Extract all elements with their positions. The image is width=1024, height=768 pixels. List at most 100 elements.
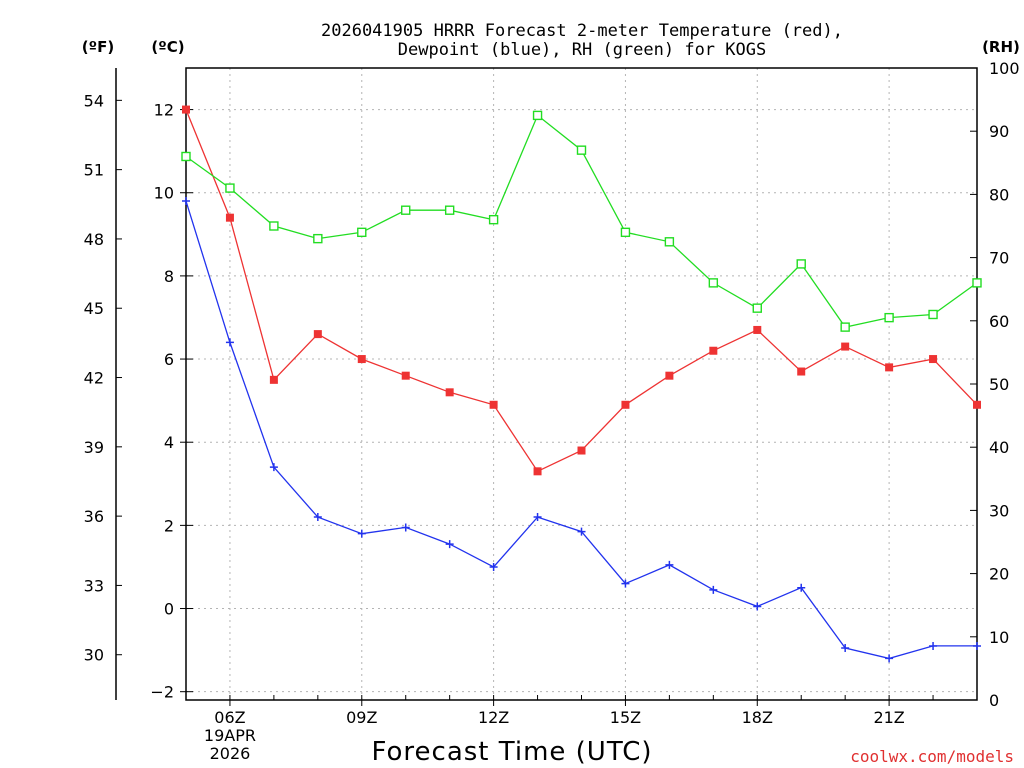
dewpoint-point [577,527,586,536]
rh-tick-label: 70 [989,249,1009,268]
rh-unit-label: (RH) [982,38,1020,56]
rh-point [884,312,894,323]
x-axis-label: Forecast Time (UTC) [371,737,652,767]
temperature-point [621,400,630,409]
dewpoint-point [885,654,894,663]
fahrenheit-tick-label: 39 [84,438,104,457]
rh-point [225,183,235,193]
celsius-unit-label: (ºC) [151,38,184,56]
rh-tick-label: 30 [989,501,1009,520]
dewpoint-point [753,602,762,611]
fahrenheit-unit-label: (ºF) [82,38,114,56]
celsius-tick-label: 6 [164,350,174,369]
celsius-tick-label: 4 [164,433,174,452]
dewpoint-point [401,523,410,532]
x-tick-label: 21Z [873,708,904,727]
rh-point [181,151,191,162]
x-tick-label: 15Z [610,708,641,727]
temperature-point [665,371,674,380]
rh-tick-label: 10 [989,628,1009,647]
dewpoint-point [533,513,542,522]
rh-point [752,303,762,313]
rh-tick-label: 60 [989,312,1009,331]
rh-point [664,237,675,247]
dewpoint-point [225,338,234,347]
x-tick-label: 09Z [346,708,377,727]
temperature-point [753,325,762,334]
temperature-point [489,400,498,409]
temperature-point [709,346,718,355]
grid [186,68,977,700]
temperature-point [841,342,850,351]
temperature-point [445,388,454,397]
rh-point [444,205,455,215]
celsius-tick-label: −2 [150,683,174,702]
dewpoint-point [445,540,454,549]
rh-point [269,221,279,231]
temperature-point [269,375,278,384]
temperature-point [182,105,190,114]
temperature-series-line [185,109,978,473]
rh-tick-label: 80 [989,185,1009,204]
fahrenheit-tick-label: 42 [84,369,104,388]
temperature-point [533,467,542,476]
rh-point [620,227,631,238]
dewpoint-point [313,513,322,522]
celsius-tick-label: 10 [154,184,174,203]
dewpoint-point [973,641,981,650]
rh-point [708,278,719,288]
temperature-point [313,330,322,339]
fahrenheit-tick-label: 45 [84,299,104,318]
series-layer [181,105,982,663]
dewpoint-point [841,644,850,653]
x-tick-label: 18Z [742,708,773,727]
dewpoint-point [182,197,190,206]
rh-point [532,110,543,121]
temperature-point [797,367,806,376]
dewpoint-point [269,463,278,472]
chart-title-line1: 2026041905 HRRR Forecast 2-meter Tempera… [321,21,843,41]
dewpoint-point [797,583,806,592]
chart-title-line2: Dewpoint (blue), RH (green) for KOGS [398,40,766,60]
fahrenheit-tick-label: 51 [84,161,104,180]
dewpoint-point [489,562,498,571]
dewpoint-point [357,529,366,538]
fahrenheit-tick-label: 54 [84,91,104,110]
celsius-tick-label: 0 [164,600,174,619]
credit-text: coolwx.com/models [850,747,1014,766]
celsius-tick-label: 2 [164,516,174,535]
rh-tick-label: 100 [989,59,1020,78]
plot-frame [185,67,978,701]
rh-tick-label: 50 [989,375,1009,394]
rh-point [401,205,411,215]
celsius-tick-label: 8 [164,267,174,286]
tick-labels: −2 0 2 4 6 8 10 12 30 33 36 39 42 45 48 51 54 0 10 20 30 40 50… [84,59,1020,763]
x-tick-label: 06Z [214,708,245,727]
rh-point [576,145,587,155]
temperature-point [225,213,234,222]
rh-point [796,259,806,269]
temperature-point [401,371,410,380]
x-tick-date: 19APR [204,726,256,745]
axes [115,67,978,706]
fahrenheit-tick-label: 30 [84,646,104,665]
fahrenheit-tick-label: 33 [84,576,104,595]
fahrenheit-tick-label: 36 [84,507,104,526]
celsius-tick-label: 12 [154,101,174,120]
temperature-point [973,400,981,409]
dewpoint-point [665,560,674,569]
rh-point [972,278,982,288]
rh-tick-label: 40 [989,438,1009,457]
fahrenheit-tick-label: 48 [84,230,104,249]
rh-tick-label: 20 [989,565,1009,584]
temperature-point [885,363,894,372]
x-tick-year: 2026 [210,744,251,763]
rh-point [357,227,367,238]
dewpoint-series-line [185,200,977,660]
temperature-point [929,355,938,364]
dewpoint-point [929,641,938,650]
temperature-point [357,355,366,364]
rh-point [840,322,850,332]
dewpoint-point [709,585,718,594]
